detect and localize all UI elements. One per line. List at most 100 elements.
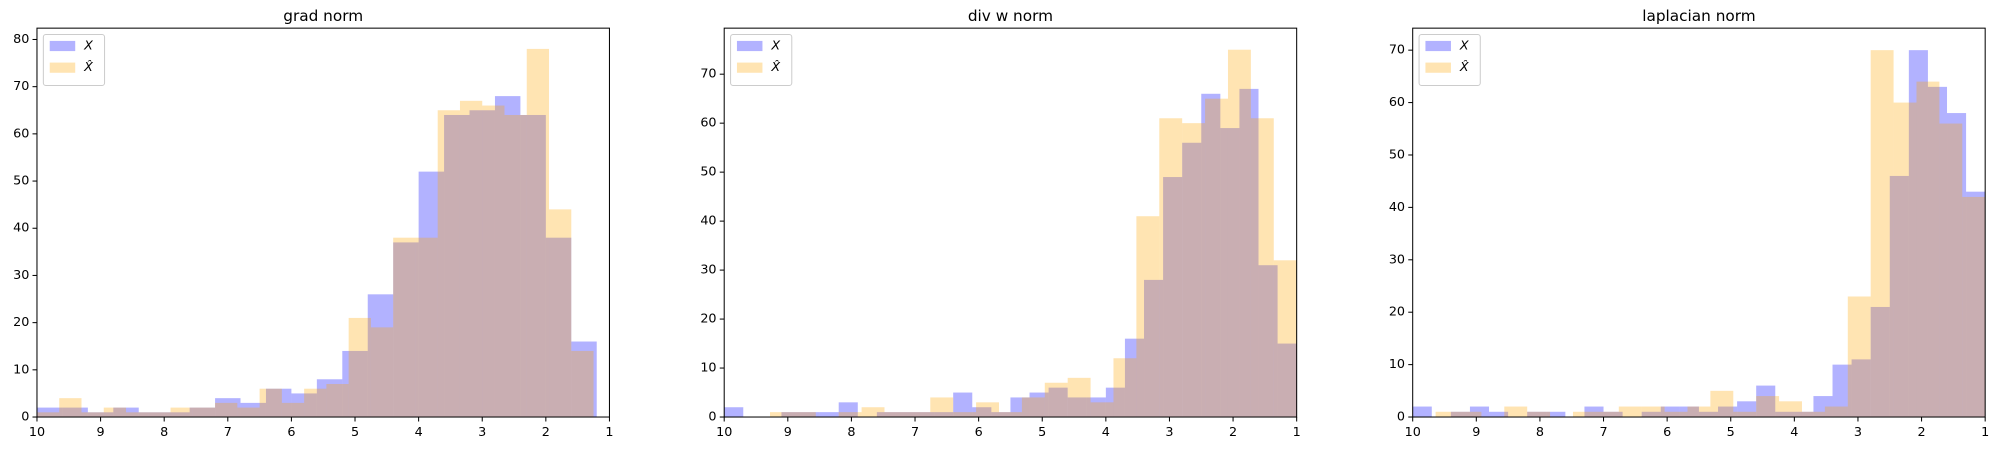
bar [1182,123,1206,418]
bar [1889,175,1909,418]
bar [792,412,816,418]
bar [1182,142,1202,418]
bar [1794,411,1814,418]
bar [1679,406,1699,418]
bar [1010,397,1030,418]
bar [1048,387,1068,418]
bar [1698,411,1719,418]
bar [1641,406,1665,418]
bar [164,412,190,418]
y-tick-label: 30 [700,263,716,278]
bar [265,388,292,418]
bar [59,398,82,418]
bar [1618,406,1642,418]
bar [189,407,216,418]
x-tick-label: 2 [1918,425,1926,440]
bar [1927,86,1948,418]
x-tick-label: 2 [542,425,550,440]
bar [342,350,368,418]
bar [418,171,445,418]
bar [1546,411,1566,418]
bar [1718,406,1738,418]
legend-swatch [736,62,763,73]
bar [237,407,260,418]
x-tick-label: 3 [1854,425,1862,440]
bar [1824,406,1848,418]
bar [724,407,744,418]
x-tick-label: 5 [1727,425,1735,440]
y-tick-label: 10 [13,362,29,377]
bar [415,237,438,418]
x-tick-label: 7 [1599,425,1607,440]
bar [87,412,114,418]
y-tick-label: 30 [1389,252,1405,267]
bar [469,110,495,418]
bar [1469,406,1490,418]
y-tick-label: 80 [13,32,29,47]
bar [769,412,793,418]
bar [1527,411,1547,418]
bar [103,407,127,418]
axes-frame [1412,27,1986,418]
x-tick-label: 9 [784,425,792,440]
bar [494,96,521,418]
y-tick-label: 10 [700,361,716,376]
bar [1660,406,1680,418]
bar [1086,397,1106,418]
x-tick-label: 6 [975,425,983,440]
bar [215,402,238,418]
y-tick-label: 70 [700,67,716,82]
bar [1067,377,1091,418]
y-tick-label: 60 [1389,95,1405,110]
bar [895,412,916,418]
bar [571,350,594,418]
bar [1893,102,1917,418]
bar [1595,411,1619,418]
bar [148,412,171,418]
bar [1435,411,1459,418]
y-tick-label: 0 [708,410,716,425]
bar [1105,387,1125,418]
bar [1687,406,1711,418]
y-tick-label: 20 [700,312,716,327]
x-tick-label: 5 [351,425,359,440]
legend-label: X [1459,38,1469,53]
bar [281,402,305,418]
bar [81,412,104,418]
bar [520,114,546,418]
bar [1124,338,1145,418]
y-tick-label: 40 [700,214,716,229]
x-tick-label: 4 [1102,425,1110,440]
y-tick-label: 40 [1389,200,1405,215]
bar [1250,118,1274,418]
bar [549,209,572,418]
bar [953,412,977,418]
y-tick-label: 60 [13,126,29,141]
axes-frame [723,27,1298,418]
bar [1277,343,1297,418]
bar [972,407,992,418]
legend-swatch [49,40,76,52]
bar [1044,382,1068,418]
bar [876,412,896,418]
x-tick-label: 6 [287,425,295,440]
bar [393,237,416,418]
x-tick-label: 8 [1536,425,1544,440]
bar [1239,88,1259,418]
bar [192,407,216,418]
legend-label: X [770,38,780,53]
y-tick-label: 70 [13,79,29,94]
bar [953,392,973,418]
bar [1775,411,1795,418]
bar [545,237,572,418]
x-tick-label: 3 [478,425,486,440]
bar [819,412,839,418]
x-tick-label: 1 [1293,425,1301,440]
legend-label: X̂ [83,60,93,75]
y-tick-label: 0 [1397,410,1405,425]
legend-label: X̂ [770,60,780,75]
legend-swatch [1425,40,1451,52]
